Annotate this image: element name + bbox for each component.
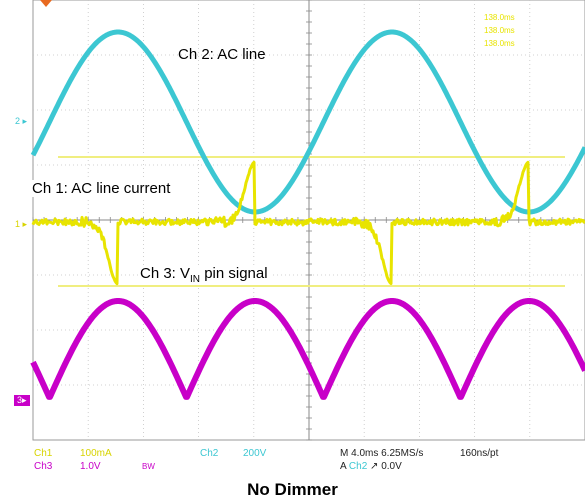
ch3-annotation-subscript: IN [190, 274, 200, 285]
ch2-scale: 200V [243, 448, 266, 459]
ch3-ground-marker: 3▸ [14, 395, 30, 406]
timebase-readout: M 4.0ms 6.25MS/s [340, 448, 423, 459]
trigger-readout: A Ch2 ↗ 0.0V [340, 461, 402, 472]
ch1-annotation: Ch 1: AC line current [30, 180, 172, 197]
ch3-annotation: Ch 3: VIN pin signal [138, 265, 270, 285]
ch1-marker-label: 1 [15, 219, 20, 229]
ch3-scale: 1.0V [80, 461, 101, 472]
figure-caption: No Dimmer [0, 480, 585, 500]
measurement-3: 138.0ms [484, 39, 515, 48]
measurement-2: 138.0ms [484, 26, 515, 35]
record-length-readout: 160ns/pt [460, 448, 498, 459]
ch3-annotation-suffix: pin signal [200, 265, 268, 282]
trigger-prefix: A [340, 461, 349, 472]
trigger-source: Ch2 [349, 461, 367, 472]
trigger-level: 0.0V [381, 461, 402, 472]
ch2-ground-marker: 2 ▸ [15, 116, 27, 127]
trigger-position-icon [40, 0, 52, 7]
ch3-marker-label: 3 [17, 395, 22, 405]
ch3-label: Ch3 [34, 461, 52, 472]
ch1-label: Ch1 [34, 448, 52, 459]
ch1-ground-marker: 1 ▸ [15, 219, 27, 230]
ch3-annotation-prefix: Ch 3: V [140, 265, 190, 282]
ch1-scale: 100mA [80, 448, 112, 459]
bandwidth-limit-flag: BW [142, 462, 155, 471]
ch2-marker-label: 2 [15, 116, 20, 126]
trigger-slope-icon: ↗ [367, 461, 381, 472]
ch2-annotation: Ch 2: AC line [178, 46, 266, 63]
ch2-label: Ch2 [200, 448, 218, 459]
measurement-1: 138.0ms [484, 13, 515, 22]
